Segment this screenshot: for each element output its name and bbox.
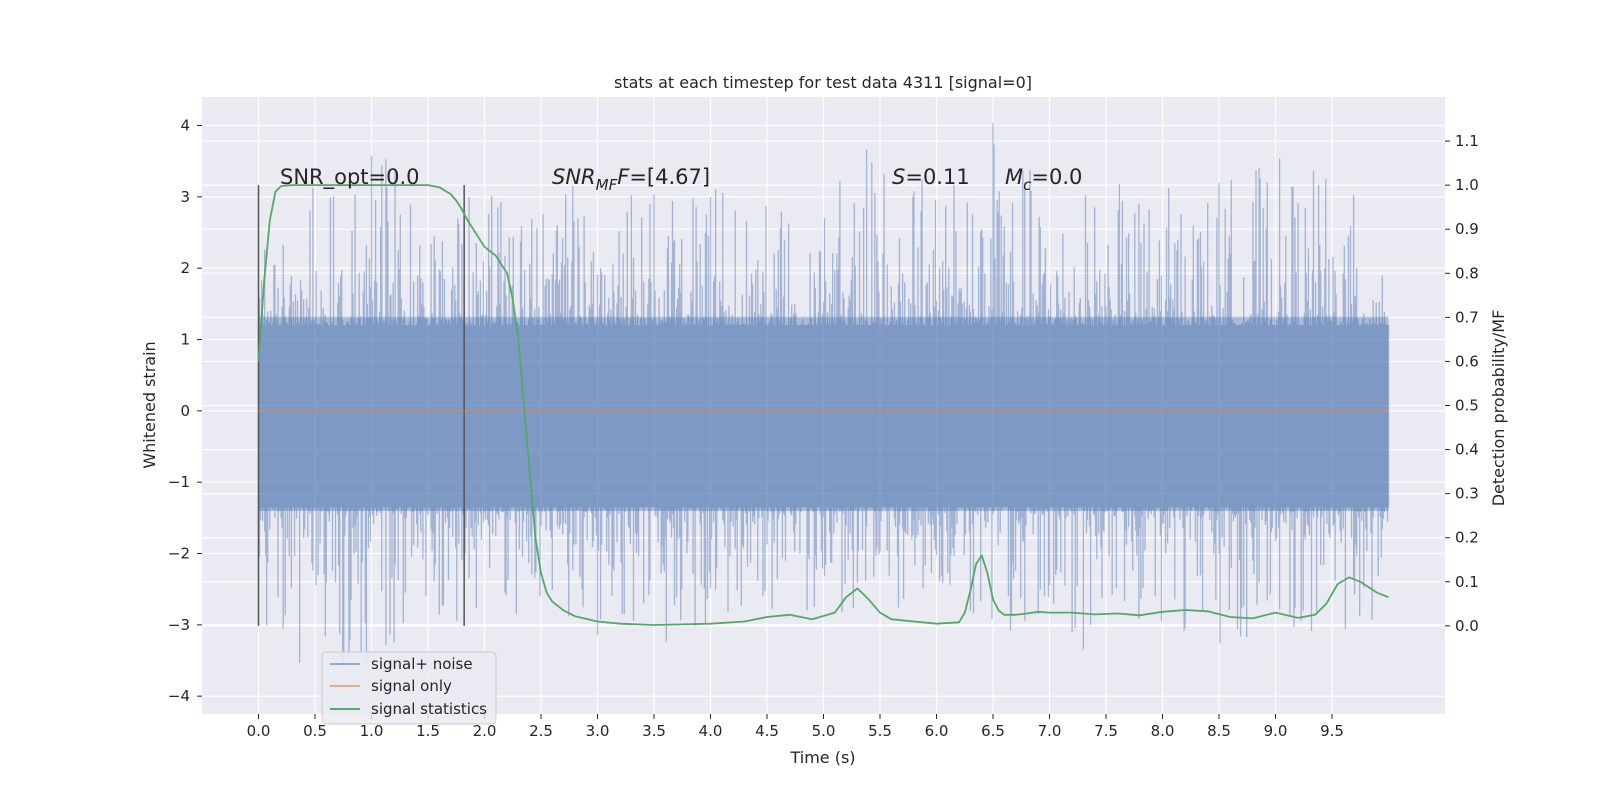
y-right-tick-label: 0.7 bbox=[1455, 308, 1479, 326]
y-axis-label-left: Whitened strain bbox=[140, 341, 159, 468]
annotation-mc: Mc=0.0 bbox=[1005, 165, 1082, 194]
legend-label-statistics: signal statistics bbox=[371, 700, 487, 718]
vertical-markers bbox=[257, 185, 465, 626]
y-right-tick-label: 1.0 bbox=[1455, 176, 1479, 194]
x-tick-label: 1.0 bbox=[360, 722, 384, 740]
y-right-tick-label: 0.3 bbox=[1455, 485, 1479, 503]
legend: signal+ noise signal only signal statist… bbox=[321, 651, 497, 725]
y-left-tick-label: −3 bbox=[168, 616, 190, 634]
y-left-tick-label: −1 bbox=[168, 473, 190, 491]
x-tick-label: 4.5 bbox=[755, 722, 779, 740]
signal-noise-core bbox=[258, 316, 1389, 511]
y-left-tick-label: 2 bbox=[180, 259, 190, 277]
annotation-snr-mf: SNRMFF=[4.67] bbox=[552, 165, 710, 194]
y-right-tick-label: 0.2 bbox=[1455, 529, 1479, 547]
x-tick-label: 8.5 bbox=[1207, 722, 1231, 740]
y-right-tick-label: 0.8 bbox=[1455, 264, 1479, 282]
x-tick-label: 0.5 bbox=[303, 722, 327, 740]
x-tick-label: 6.5 bbox=[981, 722, 1005, 740]
x-tick-label: 3.5 bbox=[642, 722, 666, 740]
x-tick-label: 2.5 bbox=[529, 722, 553, 740]
y-left-tick-label: 3 bbox=[180, 188, 190, 206]
legend-label-signal-only: signal only bbox=[371, 677, 452, 695]
x-tick-label: 4.0 bbox=[699, 722, 723, 740]
annotation-snr-opt: SNR_opt=0.0 bbox=[280, 165, 420, 190]
x-tick-label: 0.0 bbox=[247, 722, 271, 740]
y-axis-label-right: Detection probability/MF bbox=[1489, 310, 1508, 507]
x-tick-label: 2.0 bbox=[473, 722, 497, 740]
y-right-tick-label: 0.4 bbox=[1455, 441, 1479, 459]
y-right-tick-label: 0.5 bbox=[1455, 397, 1479, 415]
y-left-tick-label: 4 bbox=[180, 117, 190, 135]
y-right-tick-label: 0.6 bbox=[1455, 352, 1479, 370]
legend-label-noise: signal+ noise bbox=[371, 655, 473, 673]
x-tick-label: 9.5 bbox=[1320, 722, 1344, 740]
x-tick-label: 7.0 bbox=[1038, 722, 1062, 740]
x-axis-label: Time (s) bbox=[789, 748, 855, 767]
y-left-tick-label: −2 bbox=[168, 545, 190, 563]
x-tick-label: 7.5 bbox=[1094, 722, 1118, 740]
signal-statistics-series bbox=[257, 184, 1389, 626]
x-tick-label: 3.0 bbox=[586, 722, 610, 740]
y-left-tick-label: 0 bbox=[180, 402, 190, 420]
y-left-tick-label: −4 bbox=[168, 687, 190, 705]
x-tick-label: 1.5 bbox=[416, 722, 440, 740]
tick-labels: 0.0 0.5 1.0 1.5 2.0 2.5 3.0 3.5 4.0 4.5 5.0 5.5 6.0 6… bbox=[168, 117, 1479, 740]
grid-layer bbox=[202, 97, 1445, 714]
x-tick-label: 8.0 bbox=[1151, 722, 1175, 740]
y-right-tick-label: 0.9 bbox=[1455, 220, 1479, 238]
signal-noise-series bbox=[257, 123, 1390, 667]
x-tick-label: 5.5 bbox=[868, 722, 892, 740]
x-tick-label: 6.0 bbox=[925, 722, 949, 740]
x-tick-label: 9.0 bbox=[1264, 722, 1288, 740]
x-tick-label: 5.0 bbox=[812, 722, 836, 740]
y-left-tick-label: 1 bbox=[180, 331, 190, 349]
y-right-tick-label: 0.1 bbox=[1455, 573, 1479, 591]
signal-statistics-line bbox=[257, 184, 1389, 626]
annotation-s: S=0.11 bbox=[892, 165, 970, 189]
y-right-tick-label: 0.0 bbox=[1455, 617, 1479, 635]
chart-title: stats at each timestep for test data 431… bbox=[614, 73, 1032, 92]
legend-box bbox=[321, 651, 497, 725]
y-right-tick-label: 1.1 bbox=[1455, 132, 1479, 150]
